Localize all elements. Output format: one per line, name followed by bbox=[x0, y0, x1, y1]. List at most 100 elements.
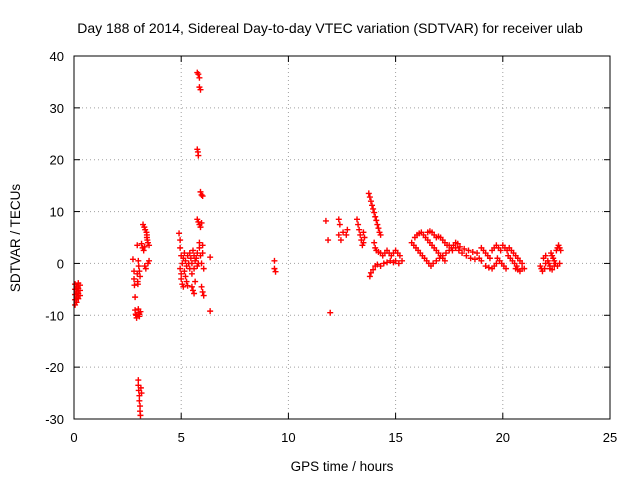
data-point bbox=[135, 263, 142, 270]
data-point bbox=[138, 390, 145, 397]
data-point bbox=[181, 268, 188, 275]
data-point bbox=[360, 239, 367, 246]
data-point bbox=[355, 221, 362, 228]
data-point bbox=[474, 250, 481, 257]
data-point bbox=[199, 193, 206, 200]
data-point bbox=[486, 255, 493, 262]
data-point bbox=[454, 240, 461, 247]
data-point bbox=[136, 268, 143, 275]
data-point bbox=[197, 86, 204, 93]
data-point bbox=[541, 265, 548, 272]
data-point bbox=[75, 295, 82, 302]
data-point bbox=[181, 250, 188, 257]
data-point bbox=[360, 229, 367, 236]
data-point bbox=[77, 287, 84, 294]
data-point bbox=[503, 265, 510, 272]
data-point bbox=[132, 294, 139, 301]
data-point bbox=[141, 243, 148, 250]
data-point bbox=[384, 259, 391, 266]
data-point bbox=[134, 242, 141, 249]
data-point bbox=[184, 282, 191, 289]
data-point bbox=[327, 309, 334, 316]
data-point bbox=[187, 255, 194, 262]
data-point bbox=[193, 255, 200, 262]
data-point bbox=[482, 263, 489, 270]
data-point bbox=[199, 242, 206, 249]
data-point bbox=[549, 266, 556, 273]
data-point bbox=[198, 219, 205, 226]
data-point bbox=[430, 260, 437, 267]
data-point bbox=[322, 217, 329, 224]
data-point bbox=[456, 243, 463, 250]
data-point bbox=[493, 260, 500, 267]
data-point bbox=[140, 247, 147, 254]
data-point bbox=[367, 198, 374, 205]
data-point bbox=[146, 257, 153, 264]
data-point bbox=[179, 260, 186, 267]
data-point bbox=[436, 255, 443, 262]
data-point bbox=[136, 313, 143, 320]
data-point bbox=[146, 242, 153, 249]
data-point bbox=[137, 273, 144, 280]
data-point bbox=[371, 209, 378, 216]
data-point bbox=[455, 247, 462, 254]
data-point bbox=[372, 213, 379, 220]
data-point bbox=[186, 250, 193, 257]
data-point bbox=[377, 263, 384, 270]
x-tick-label: 15 bbox=[388, 430, 402, 445]
data-point bbox=[207, 254, 214, 261]
x-tick-label: 5 bbox=[178, 430, 185, 445]
data-point bbox=[395, 260, 402, 267]
data-point bbox=[396, 252, 403, 259]
x-tick-label: 20 bbox=[496, 430, 510, 445]
data-point bbox=[177, 237, 184, 244]
data-point bbox=[192, 278, 199, 285]
data-point bbox=[374, 261, 381, 268]
data-point bbox=[183, 278, 190, 285]
data-point bbox=[137, 412, 144, 419]
x-tick-label: 10 bbox=[281, 430, 295, 445]
data-point bbox=[73, 299, 80, 306]
y-tick-label: 40 bbox=[50, 49, 64, 64]
data-point bbox=[142, 265, 149, 272]
data-point bbox=[131, 268, 138, 275]
data-point bbox=[196, 244, 203, 251]
data-point bbox=[343, 231, 350, 238]
y-tick-label: -10 bbox=[45, 308, 64, 323]
data-point bbox=[335, 231, 342, 238]
data-point bbox=[463, 252, 470, 259]
data-point bbox=[439, 252, 446, 259]
data-point bbox=[399, 257, 406, 264]
data-point bbox=[182, 257, 189, 264]
data-point bbox=[134, 281, 141, 288]
data-point bbox=[370, 266, 377, 273]
data-point bbox=[177, 265, 184, 272]
data-point bbox=[197, 188, 204, 195]
data-points bbox=[72, 69, 564, 419]
data-point bbox=[199, 250, 206, 257]
data-point bbox=[197, 224, 204, 231]
data-point bbox=[191, 265, 198, 272]
data-point bbox=[199, 288, 206, 295]
data-point bbox=[387, 257, 394, 264]
data-point bbox=[542, 252, 549, 259]
data-point bbox=[137, 403, 144, 410]
data-point bbox=[194, 250, 201, 257]
data-point bbox=[182, 273, 189, 280]
data-point bbox=[377, 231, 384, 238]
data-point bbox=[178, 270, 185, 277]
data-point bbox=[137, 308, 144, 315]
data-point bbox=[336, 221, 343, 228]
data-point bbox=[177, 244, 184, 251]
data-point bbox=[370, 205, 377, 212]
data-point bbox=[365, 190, 372, 197]
data-point bbox=[271, 257, 278, 264]
data-point bbox=[361, 234, 368, 241]
data-point bbox=[198, 191, 205, 198]
data-point bbox=[198, 260, 205, 267]
y-tick-label: -30 bbox=[45, 412, 64, 427]
data-point bbox=[137, 384, 144, 391]
data-point bbox=[459, 250, 466, 257]
